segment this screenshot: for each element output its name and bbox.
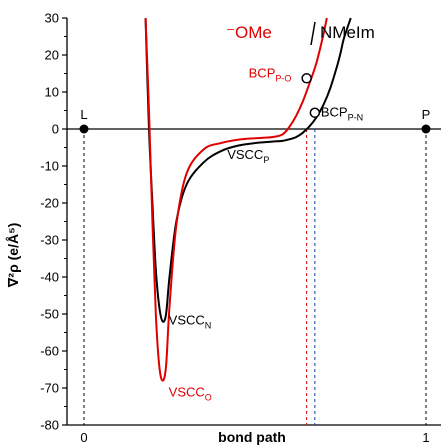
y-tick-label: -20 [40, 196, 59, 211]
y-tick-label: -50 [40, 307, 59, 322]
x-axis-title: bond path [218, 429, 286, 445]
point-marker [79, 124, 89, 134]
annotation-label: VSCCN [169, 312, 212, 330]
bcp-marker [309, 107, 321, 118]
x-tick-label: 1 [422, 430, 429, 445]
point-marker [421, 124, 431, 134]
legend-entry: NMeIm [320, 23, 375, 42]
y-tick-label: -30 [40, 233, 59, 248]
point-label: L [80, 107, 87, 122]
point-label: P [422, 107, 431, 122]
y-tick-label: 0 [52, 122, 59, 137]
y-tick-label: -60 [40, 344, 59, 359]
x-tick-label: 0 [80, 430, 87, 445]
y-tick-label: -40 [40, 270, 59, 285]
y-tick-label: -10 [40, 159, 59, 174]
legend: ⁻OMe NMeIm [226, 21, 375, 46]
annotation-label: VSCCO [169, 385, 212, 403]
legend-entry: ⁻OMe [226, 23, 272, 42]
series-lines [144, 17, 352, 382]
annotation-label: BCPP-O [249, 65, 292, 83]
bcp-marker [301, 73, 312, 84]
y-tick-label: 30 [45, 11, 59, 26]
y-axis-title: ∇²ρ (e/Å⁵) [5, 223, 21, 288]
series-line-0 [144, 17, 352, 323]
y-axis: 30 20 10 0 -10 -20 -30 -40 -50 -60 -70 -80 [40, 11, 68, 433]
annotation-label: BCPP-N [321, 105, 363, 123]
y-tick-label: -80 [40, 418, 59, 433]
y-tick-label: 10 [45, 85, 59, 100]
annotations: BCPP-O BCPP-N VSCCP VSCCN VSCCO [169, 65, 363, 402]
y-tick-label: -70 [40, 381, 59, 396]
annotation-label: VSCCP [227, 147, 269, 165]
legend-divider [310, 21, 316, 46]
series-line-1 [144, 17, 328, 382]
y-tick-label: 20 [45, 48, 59, 63]
vertical-dashed-lines [83, 129, 427, 425]
